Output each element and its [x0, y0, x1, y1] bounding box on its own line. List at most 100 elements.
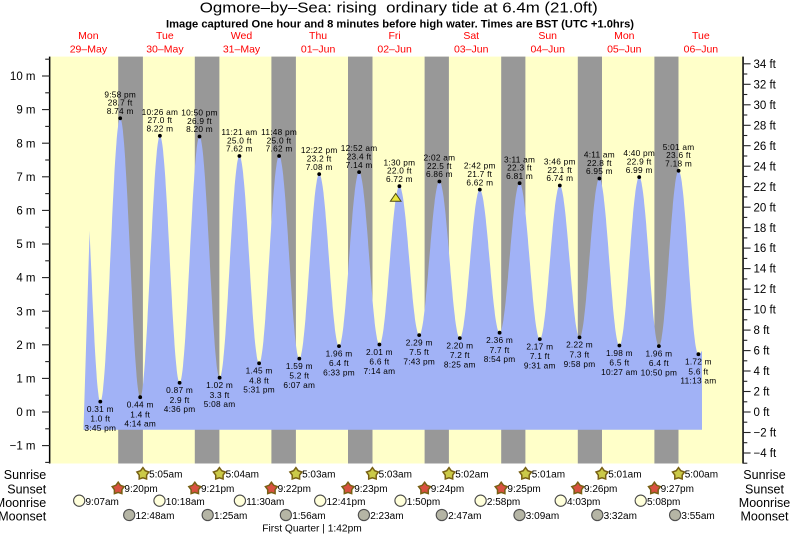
svg-text:2:23am: 2:23am [370, 511, 403, 522]
svg-text:24 ft: 24 ft [754, 161, 777, 173]
svg-text:4 m: 4 m [16, 273, 35, 285]
svg-text:Moonrise: Moonrise [739, 496, 790, 510]
svg-text:23.4 ft: 23.4 ft [347, 152, 372, 162]
svg-text:5:00am: 5:00am [685, 470, 718, 481]
svg-text:6.72 m: 6.72 m [386, 174, 413, 184]
svg-text:2.01 m: 2.01 m [366, 347, 393, 357]
svg-text:Mon: Mon [78, 30, 99, 42]
svg-text:20 ft: 20 ft [754, 202, 777, 214]
svg-text:5:01 am: 5:01 am [663, 142, 695, 152]
svg-text:4:40 pm: 4:40 pm [623, 148, 655, 158]
svg-text:2.17 m: 2.17 m [526, 341, 553, 351]
svg-text:7.1 ft: 7.1 ft [530, 351, 550, 361]
svg-text:9:07am: 9:07am [86, 497, 119, 508]
svg-text:06–Jun: 06–Jun [684, 43, 719, 55]
svg-text:7.62 m: 7.62 m [266, 144, 293, 154]
svg-text:8 ft: 8 ft [754, 325, 771, 337]
svg-text:4:11 am: 4:11 am [584, 150, 615, 160]
svg-text:6.5 ft: 6.5 ft [609, 358, 629, 368]
svg-text:6.86 m: 6.86 m [426, 169, 453, 179]
svg-text:04–Jun: 04–Jun [530, 43, 565, 55]
svg-text:28 ft: 28 ft [754, 120, 777, 132]
svg-text:28.7 ft: 28.7 ft [108, 98, 133, 108]
svg-text:22.5 ft: 22.5 ft [427, 161, 452, 171]
svg-text:7.5 ft: 7.5 ft [409, 347, 429, 357]
svg-text:6.4 ft: 6.4 ft [329, 358, 349, 368]
svg-text:5:01am: 5:01am [608, 470, 641, 481]
svg-text:0 m: 0 m [16, 407, 35, 419]
svg-text:1.45 m: 1.45 m [246, 366, 273, 376]
svg-text:22.1 ft: 22.1 ft [547, 165, 572, 175]
svg-text:Tue: Tue [692, 30, 710, 42]
svg-text:5:03am: 5:03am [302, 470, 335, 481]
svg-text:18 ft: 18 ft [754, 223, 777, 235]
svg-text:05–Jun: 05–Jun [607, 43, 642, 55]
svg-text:0.87 m: 0.87 m [166, 385, 193, 395]
svg-text:7.3 ft: 7.3 ft [570, 350, 590, 360]
svg-text:6:33 pm: 6:33 pm [323, 368, 355, 378]
svg-text:23.2 ft: 23.2 ft [307, 154, 332, 164]
svg-text:2.20 m: 2.20 m [446, 340, 473, 350]
svg-text:4:36 pm: 4:36 pm [164, 404, 196, 414]
svg-text:7.18 m: 7.18 m [665, 159, 692, 169]
svg-text:1:30 pm: 1:30 pm [384, 157, 416, 167]
svg-text:9:26pm: 9:26pm [584, 484, 617, 495]
svg-text:−2 ft: −2 ft [754, 428, 778, 440]
svg-text:9:58 pm: 9:58 pm [104, 89, 136, 99]
svg-text:30 ft: 30 ft [754, 100, 777, 112]
svg-text:2 m: 2 m [16, 340, 35, 352]
svg-text:10 ft: 10 ft [754, 305, 777, 317]
svg-text:12:22 pm: 12:22 pm [301, 145, 338, 155]
svg-text:4:03pm: 4:03pm [567, 497, 600, 508]
svg-text:11:21 am: 11:21 am [221, 127, 257, 137]
svg-text:25.0 ft: 25.0 ft [227, 135, 252, 145]
svg-text:6.95 m: 6.95 m [586, 166, 613, 176]
svg-text:3.3 ft: 3.3 ft [210, 390, 230, 400]
svg-text:3:32am: 3:32am [604, 511, 637, 522]
svg-text:10:27 am: 10:27 am [601, 367, 638, 377]
svg-text:32 ft: 32 ft [754, 79, 777, 91]
svg-text:7.08 m: 7.08 m [306, 162, 333, 172]
svg-text:0.44 m: 0.44 m [127, 400, 154, 410]
svg-text:8.20 m: 8.20 m [186, 124, 213, 134]
svg-text:11:13 am: 11:13 am [680, 376, 716, 386]
svg-text:3:45 pm: 3:45 pm [84, 423, 116, 433]
svg-text:Fri: Fri [388, 30, 400, 42]
svg-text:30–May: 30–May [146, 43, 184, 55]
svg-text:3:46 pm: 3:46 pm [544, 157, 576, 167]
svg-text:2.9 ft: 2.9 ft [170, 395, 190, 405]
svg-text:5:03am: 5:03am [379, 470, 412, 481]
svg-text:First Quarter | 1:42pm: First Quarter | 1:42pm [262, 524, 361, 535]
svg-text:4.8 ft: 4.8 ft [249, 375, 269, 385]
svg-text:Ogmore–by–Sea: rising ordinar: Ogmore–by–Sea: rising ordinary tide at 6… [200, 0, 598, 16]
svg-text:9:25pm: 9:25pm [507, 484, 540, 495]
svg-text:2:02 am: 2:02 am [424, 153, 456, 163]
svg-text:21.7 ft: 21.7 ft [467, 169, 492, 179]
svg-text:1.0 ft: 1.0 ft [90, 414, 110, 424]
svg-text:2:47am: 2:47am [448, 511, 481, 522]
svg-text:6 ft: 6 ft [754, 346, 771, 358]
svg-text:0.31 m: 0.31 m [87, 404, 114, 414]
svg-text:9:27pm: 9:27pm [661, 484, 694, 495]
svg-text:12:48am: 12:48am [136, 511, 175, 522]
svg-text:4:14 am: 4:14 am [124, 419, 156, 429]
svg-text:Sunrise: Sunrise [4, 468, 46, 482]
svg-text:12 ft: 12 ft [754, 284, 777, 296]
svg-text:7.62 m: 7.62 m [226, 144, 253, 154]
svg-text:22.0 ft: 22.0 ft [387, 166, 412, 176]
svg-text:12:41pm: 12:41pm [327, 497, 366, 508]
svg-text:6.81 m: 6.81 m [506, 171, 533, 181]
svg-text:22.3 ft: 22.3 ft [507, 163, 532, 173]
svg-text:Sun: Sun [538, 30, 557, 42]
svg-text:−1 m: −1 m [10, 441, 36, 453]
svg-text:23.6 ft: 23.6 ft [666, 150, 691, 160]
svg-text:3:55am: 3:55am [681, 511, 714, 522]
svg-text:2 ft: 2 ft [754, 387, 771, 399]
svg-text:6.4 ft: 6.4 ft [649, 358, 669, 368]
svg-text:Moonrise: Moonrise [0, 496, 46, 510]
svg-text:31–May: 31–May [223, 43, 261, 55]
svg-text:10:50 pm: 10:50 pm [181, 108, 218, 118]
svg-text:7:14 am: 7:14 am [364, 366, 396, 376]
svg-text:Thu: Thu [309, 30, 327, 42]
svg-text:10:50 pm: 10:50 pm [641, 368, 678, 378]
